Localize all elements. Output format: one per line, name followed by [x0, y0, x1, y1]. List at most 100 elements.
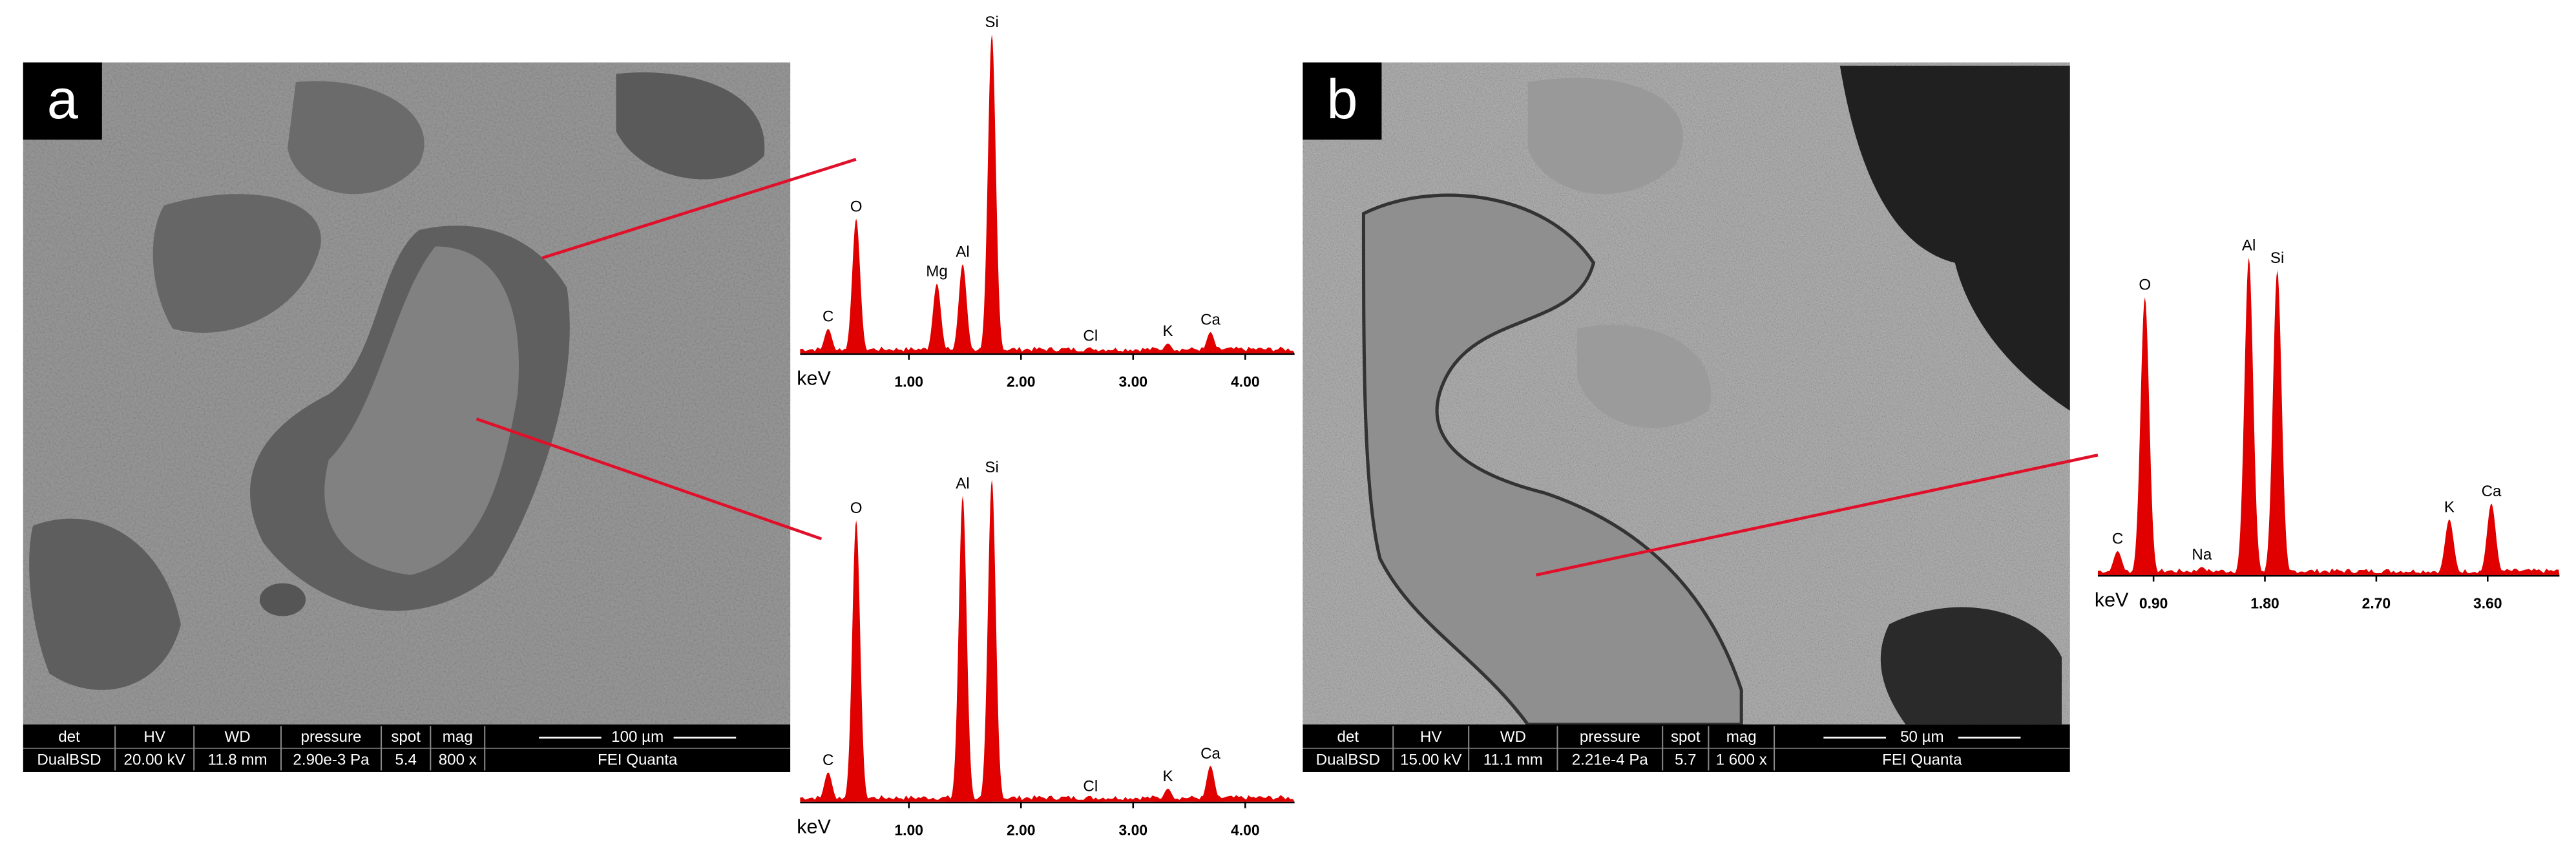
peak — [1074, 798, 1105, 802]
peak-label: K — [2444, 498, 2455, 516]
info-value: 1 600 x — [1716, 751, 1767, 769]
x-tick-label: 2.00 — [1007, 822, 1036, 839]
x-tick-label: 2.70 — [2362, 595, 2391, 612]
x-axis-label: keV — [797, 815, 831, 837]
peak-label: C — [822, 751, 833, 769]
peak-label: K — [1163, 322, 1173, 340]
sem-image-a — [23, 62, 791, 725]
info-header: WD — [1500, 728, 1526, 746]
peak-label: Cl — [1083, 328, 1098, 345]
peak-label: Ca — [2482, 483, 2502, 500]
panel-label: b — [1326, 68, 1357, 131]
peak — [840, 520, 872, 802]
x-tick-label: 0.90 — [2139, 595, 2168, 612]
info-value: DualBSD — [37, 751, 101, 769]
peak-label: Ca — [1200, 745, 1220, 762]
spectrum: C O Mg Al Si Cl K Ca keV 1.00 2.00 3.00 4.00 — [797, 14, 1295, 390]
peak — [840, 218, 872, 353]
peak — [812, 329, 843, 353]
peak — [2127, 297, 2162, 575]
background-noise — [800, 346, 1295, 353]
x-tick-label: 3.00 — [1119, 822, 1148, 839]
peak — [947, 496, 978, 802]
info-header: mag — [443, 728, 473, 746]
sem-image-b — [1303, 62, 2070, 726]
connector — [476, 158, 2099, 577]
panel-label-box — [1303, 62, 1382, 140]
info-value: 11.8 mm — [208, 751, 267, 769]
scale-bar-label: 100 µm — [611, 728, 664, 746]
peak-label: Al — [956, 475, 969, 492]
info-header: pressure — [1580, 728, 1640, 746]
scale-bar-label-bg — [1885, 728, 1958, 748]
info-header: WD — [224, 728, 250, 746]
peak — [2474, 503, 2508, 575]
info-bar: det DualBSD HV 20.00 kV WD 11.8 mm pressure 2.9… — [23, 724, 791, 772]
scale-bar-label-bg — [601, 728, 674, 748]
spectrum: C O Al Si Cl K Ca keV 1.00 2.00 3.00 4.00 — [797, 459, 1295, 839]
peak-label: Si — [2270, 249, 2284, 267]
x-tick-label: 1.80 — [2250, 595, 2279, 612]
peak-label: O — [850, 198, 863, 215]
peak-label: Cl — [1083, 777, 1098, 795]
peak — [1152, 343, 1183, 353]
peak — [2231, 257, 2266, 575]
info-header: pressure — [301, 728, 362, 746]
info-value: 2.90e-3 Pa — [293, 751, 370, 769]
panel-label-box — [23, 62, 102, 140]
info-header: det — [58, 728, 80, 746]
peak — [2184, 567, 2219, 575]
panel-label: a — [47, 68, 79, 131]
peak — [2259, 270, 2294, 575]
spectrum: C O Na Al Si K Ca keV 0.90 1.80 2.70 3.60 — [2095, 236, 2560, 612]
peak — [1152, 788, 1183, 802]
peak-label: K — [1163, 768, 1173, 785]
x-tick-label: 2.00 — [1007, 373, 1036, 390]
peak — [976, 479, 1007, 802]
peak — [812, 772, 843, 802]
peak — [947, 264, 978, 353]
peak — [1074, 348, 1105, 353]
x-tick-label: 4.00 — [1231, 822, 1260, 839]
peak — [976, 34, 1007, 353]
peak-label: C — [822, 308, 833, 326]
x-tick-label: 3.60 — [2473, 595, 2502, 612]
peak-label: Al — [956, 243, 969, 260]
x-tick-label: 3.00 — [1119, 373, 1148, 390]
x-tick-label: 1.00 — [894, 373, 923, 390]
info-value: 5.4 — [395, 751, 417, 769]
scale-bar-label: 50 µm — [1900, 728, 1944, 746]
peak — [2432, 519, 2466, 575]
info-value: 5.7 — [1675, 751, 1697, 769]
info-value: DualBSD — [1316, 751, 1380, 769]
peak-label: Si — [985, 459, 998, 476]
peak — [2100, 551, 2135, 575]
info-value: 2.21e-4 Pa — [1572, 751, 1649, 769]
info-header: HV — [1420, 728, 1442, 746]
x-axis-label: keV — [2095, 589, 2129, 611]
peak-label: O — [2139, 277, 2151, 294]
instrument: FEI Quanta — [598, 751, 678, 769]
x-axis-label: keV — [797, 367, 831, 389]
info-header: mag — [1726, 728, 1757, 746]
peak-label: Si — [985, 14, 998, 31]
info-header: spot — [1671, 728, 1701, 746]
x-tick-label: 1.00 — [894, 822, 923, 839]
info-value: 11.1 mm — [1483, 751, 1543, 769]
info-header: det — [1337, 728, 1359, 746]
info-header: HV — [143, 728, 165, 746]
info-value: 20.00 kV — [124, 751, 185, 769]
peak — [1195, 332, 1226, 353]
peak — [921, 283, 952, 353]
peak-label: Al — [2242, 236, 2256, 254]
info-bar: det DualBSD HV 15.00 kV WD 11.1 mm pressure 2.2… — [1303, 724, 2070, 772]
peak-label: C — [2112, 531, 2123, 548]
instrument: FEI Quanta — [1882, 751, 1962, 769]
x-tick-label: 4.00 — [1231, 373, 1260, 390]
peak-label: O — [850, 499, 863, 517]
info-value: 15.00 kV — [1400, 751, 1461, 769]
peak — [1195, 766, 1226, 802]
info-header: spot — [391, 728, 421, 746]
